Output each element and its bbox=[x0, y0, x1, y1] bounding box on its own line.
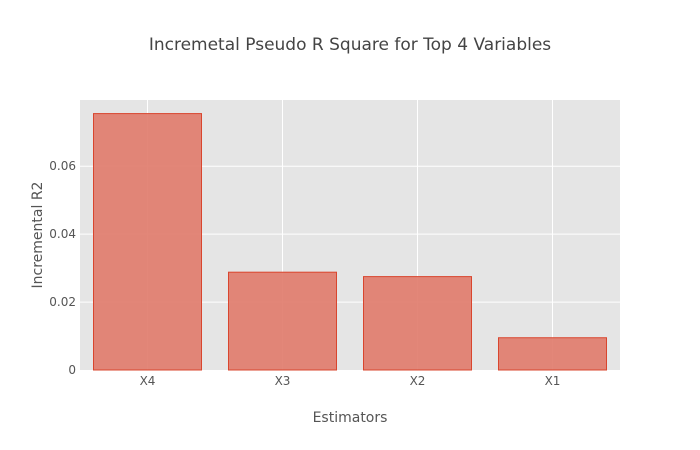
y-tick-label: 0.02 bbox=[49, 295, 76, 309]
x-tick-label: X2 bbox=[410, 374, 426, 388]
y-tick-label: 0.04 bbox=[49, 227, 76, 241]
y-axis-title: Incremental R2 bbox=[30, 182, 46, 289]
x-axis-title: Estimators bbox=[313, 410, 388, 426]
x-tick-label: X3 bbox=[275, 374, 291, 388]
x-tick-label: X4 bbox=[140, 374, 156, 388]
bar-x1[interactable] bbox=[498, 337, 607, 371]
y-tick-label: 0.06 bbox=[49, 159, 76, 173]
x-tick-label: X1 bbox=[545, 374, 561, 388]
bars bbox=[93, 113, 607, 371]
chart-title: Incremetal Pseudo R Square for Top 4 Var… bbox=[149, 35, 551, 55]
y-tick-label: 0 bbox=[68, 363, 76, 377]
x-axis-ticks: X4 X3 X2 X1 bbox=[140, 374, 561, 388]
y-axis-ticks: 0 0.02 0.04 0.06 bbox=[49, 159, 76, 377]
bar-x2[interactable] bbox=[363, 276, 472, 371]
bar-x3[interactable] bbox=[228, 271, 337, 371]
bar-x4[interactable] bbox=[93, 113, 202, 371]
